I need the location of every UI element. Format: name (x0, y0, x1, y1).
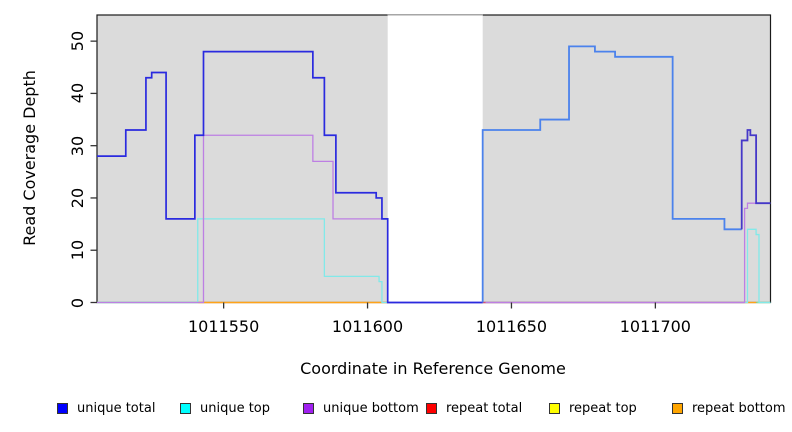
legend-swatch-repeat-top (549, 403, 560, 414)
series-unique-top-segment-1 (485, 228, 771, 304)
y-tick-label: 50 (68, 30, 87, 52)
y-tick-label: 0 (68, 297, 87, 308)
y-tick-label: 10 (68, 240, 87, 261)
y-tick-label: 20 (68, 187, 87, 209)
y-axis-title: Read Coverage Depth (20, 70, 39, 246)
x-tick-label: 1011550 (188, 317, 260, 336)
legend-item-unique-total: unique total (57, 401, 155, 416)
y-tick-label: 30 (68, 135, 87, 156)
legend-label-unique-total: unique total (77, 401, 156, 416)
legend-item-repeat-top: repeat top (549, 401, 637, 416)
x-tick-label: 1011700 (619, 317, 691, 336)
series-unique-total-segment-1 (481, 45, 742, 303)
legend-swatch-unique-top (180, 403, 191, 414)
legend-swatch-unique-bottom (303, 403, 314, 414)
legend-label-unique-top: unique top (200, 401, 271, 416)
legend-label-unique-bottom: unique bottom (323, 401, 419, 416)
legend-item-unique-bottom: unique bottom (303, 401, 419, 416)
series-unique-total-segment-0 (97, 50, 483, 304)
legend-item-repeat-total: repeat total (426, 401, 522, 416)
legend-swatch-repeat-total (426, 403, 437, 414)
legend-label-repeat-bottom: repeat bottom (692, 401, 786, 416)
series-unique-bottom-segment-1 (485, 202, 771, 304)
series-unique-total-segment-2 (740, 129, 771, 230)
legend-label-repeat-total: repeat total (446, 401, 523, 416)
legend-item-unique-top: unique top (180, 401, 270, 416)
x-tick-label: 1011650 (475, 317, 548, 336)
no-data-region (387, 14, 483, 303)
x-axis-title: Coordinate in Reference Genome (300, 359, 566, 378)
x-tick-label: 1011600 (331, 317, 404, 336)
legend-swatch-unique-total (57, 403, 68, 414)
series-unique-top-segment-0 (97, 218, 388, 304)
legend-label-repeat-top: repeat top (569, 401, 637, 416)
legend-swatch-repeat-bottom (672, 403, 683, 414)
legend-item-repeat-bottom: repeat bottom (672, 401, 786, 416)
y-tick-label: 40 (68, 83, 87, 104)
